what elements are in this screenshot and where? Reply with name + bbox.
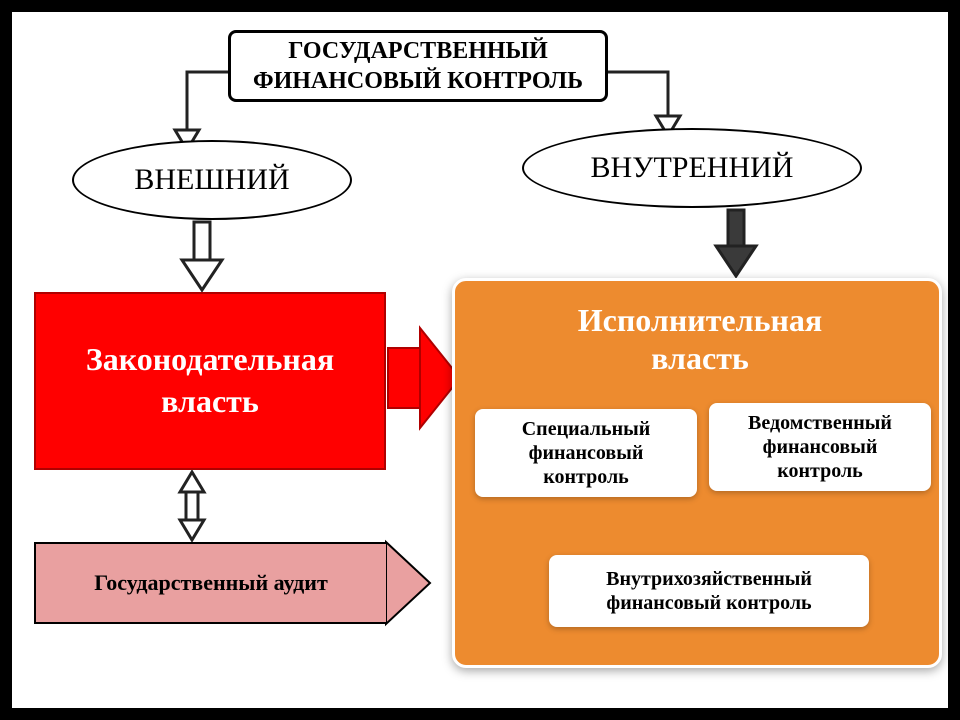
sub-special-label: Специальный финансовый контроль	[522, 417, 651, 489]
audit-label: Государственный аудит	[94, 570, 328, 596]
audit-box: Государственный аудит	[34, 542, 386, 624]
title-line1: ГОСУДАРСТВЕННЫЙ	[253, 36, 583, 66]
sub-departmental-label: Ведомственный финансовый контроль	[748, 411, 892, 483]
executive-line1: Исполнительная	[465, 301, 935, 339]
sub-internal-econ: Внутрихозяйственный финансовый контроль	[549, 555, 869, 627]
legislative-line2: власть	[86, 381, 334, 423]
executive-box: Исполнительная власть Специальный финанс…	[452, 278, 942, 668]
legislative-line1: Законодательная	[86, 339, 334, 381]
sub-internal-econ-label: Внутрихозяйственный финансовый контроль	[606, 567, 812, 615]
external-ellipse: ВНЕШНИЙ	[72, 140, 352, 220]
sub-departmental: Ведомственный финансовый контроль	[709, 403, 931, 491]
title-line2: ФИНАНСОВЫЙ КОНТРОЛЬ	[253, 66, 583, 96]
internal-ellipse: ВНУТРЕННИЙ	[522, 128, 862, 208]
executive-title: Исполнительная власть	[465, 301, 935, 378]
external-label: ВНЕШНИЙ	[134, 163, 289, 197]
executive-line2: власть	[465, 339, 935, 377]
legislative-box: Законодательная власть	[34, 292, 386, 470]
title-box: ГОСУДАРСТВЕННЫЙ ФИНАНСОВЫЙ КОНТРОЛЬ	[228, 30, 608, 102]
diagram-canvas: ГОСУДАРСТВЕННЫЙ ФИНАНСОВЫЙ КОНТРОЛЬ ВНЕШ…	[12, 12, 948, 708]
sub-special: Специальный финансовый контроль	[475, 409, 697, 497]
internal-label: ВНУТРЕННИЙ	[591, 151, 794, 185]
